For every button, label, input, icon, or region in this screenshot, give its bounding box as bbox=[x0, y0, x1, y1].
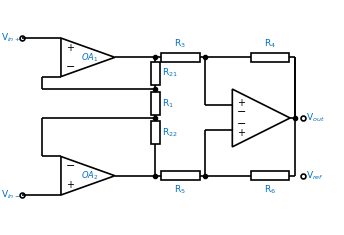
Text: V$_{in+}$: V$_{in+}$ bbox=[1, 32, 21, 44]
Text: R$_6$: R$_6$ bbox=[264, 184, 276, 196]
Text: V$_{ref}$: V$_{ref}$ bbox=[307, 169, 324, 182]
Text: +: + bbox=[237, 128, 245, 138]
Text: −: − bbox=[237, 107, 247, 117]
Text: R$_{22}$: R$_{22}$ bbox=[162, 126, 178, 139]
Bar bbox=[151, 62, 160, 85]
Text: +: + bbox=[66, 43, 74, 53]
Bar bbox=[251, 53, 289, 62]
Text: V$_{in-}$: V$_{in-}$ bbox=[1, 189, 21, 201]
Text: R$_{21}$: R$_{21}$ bbox=[162, 67, 178, 79]
Text: −: − bbox=[66, 62, 75, 72]
Polygon shape bbox=[61, 38, 115, 77]
Bar bbox=[151, 92, 160, 115]
Text: OA$_1$: OA$_1$ bbox=[81, 51, 99, 64]
Text: V$_{out}$: V$_{out}$ bbox=[307, 112, 325, 124]
Bar bbox=[251, 171, 289, 180]
Text: R$_1$: R$_1$ bbox=[162, 97, 174, 110]
Text: +: + bbox=[237, 98, 245, 108]
Bar bbox=[161, 53, 200, 62]
Text: OA$_2$: OA$_2$ bbox=[81, 169, 99, 182]
Text: −: − bbox=[237, 119, 247, 129]
Polygon shape bbox=[232, 89, 290, 147]
Bar bbox=[151, 121, 160, 144]
Polygon shape bbox=[61, 157, 115, 195]
Text: +: + bbox=[66, 180, 74, 190]
Bar bbox=[161, 171, 200, 180]
Text: −: − bbox=[66, 161, 75, 171]
Text: R$_5$: R$_5$ bbox=[174, 184, 186, 196]
Text: R$_4$: R$_4$ bbox=[264, 37, 276, 50]
Text: R$_3$: R$_3$ bbox=[174, 37, 186, 50]
